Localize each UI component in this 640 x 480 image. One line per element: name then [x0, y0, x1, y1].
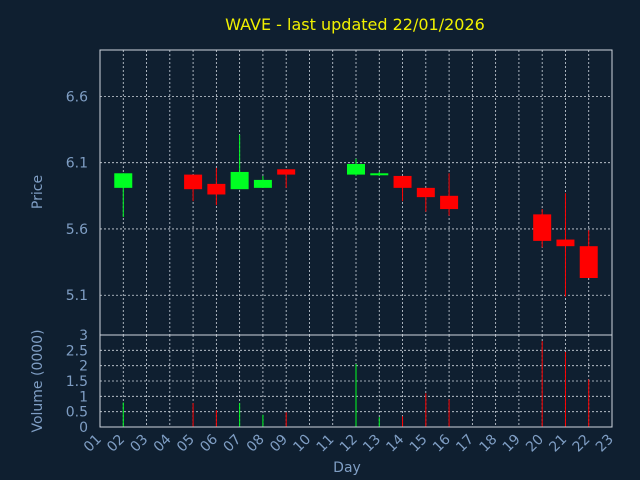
day-tick-label: 13 — [360, 432, 384, 456]
volume-panel-frame — [99, 334, 613, 428]
day-tick-label: 18 — [477, 432, 501, 456]
day-tick-label: 17 — [453, 432, 477, 456]
candle-body — [347, 164, 365, 175]
day-tick-label: 11 — [314, 432, 338, 456]
price-tick-label: 6.1 — [66, 156, 88, 172]
day-axis-label: Day — [333, 460, 361, 476]
candle-body — [556, 239, 575, 247]
candle-body — [184, 174, 203, 190]
volume-tick-label: 0.5 — [66, 405, 88, 421]
candle-body — [579, 246, 598, 278]
day-tick-label: 15 — [407, 432, 431, 456]
day-tick-label: 07 — [221, 432, 245, 456]
price-tick-labels: 6.6 6.1 5.6 5.1 — [66, 89, 88, 304]
candle-body — [440, 195, 459, 210]
candlestick-series — [114, 134, 598, 297]
day-tick-label: 22 — [570, 432, 594, 456]
day-tick-label: 08 — [244, 432, 268, 456]
candle-body — [114, 173, 133, 188]
volume-tick-label: 1.5 — [66, 374, 88, 390]
volume-tick-label: 3 — [79, 328, 88, 344]
day-tick-label: 21 — [546, 432, 570, 456]
day-tick-label: 02 — [104, 432, 128, 456]
day-tick-label: 10 — [290, 432, 314, 456]
volume-tick-label: 0 — [79, 420, 88, 436]
volume-tick-label: 2.5 — [66, 343, 88, 359]
price-axis-label: Price — [30, 175, 46, 209]
candle-body — [277, 169, 296, 175]
volume-tick-labels: 00.511.522.53 — [66, 328, 88, 436]
price-tick-label: 5.6 — [66, 222, 88, 238]
candle-body — [416, 187, 435, 198]
day-tick-label: 23 — [593, 432, 617, 456]
day-tick-label: 16 — [430, 431, 454, 455]
price-tick-label: 5.1 — [66, 288, 88, 304]
price-grid — [100, 50, 612, 335]
day-tick-label: 09 — [267, 432, 291, 456]
candle-body — [207, 183, 226, 195]
volume-series — [122, 341, 590, 427]
candle-body — [230, 171, 249, 190]
day-tick-label: 06 — [197, 431, 221, 455]
day-tick-labels: 01 02 03 04 05 06 07 08 09 10 11 12 13 14 15 16 17 18 19 20… — [81, 431, 617, 455]
candle-body — [370, 173, 389, 176]
day-tick-label: 20 — [523, 432, 547, 456]
day-tick-label: 05 — [174, 432, 198, 456]
price-tick-label: 6.6 — [66, 89, 88, 105]
day-tick-label: 04 — [151, 431, 175, 455]
volume-tick-label: 2 — [79, 359, 88, 375]
candle-body — [533, 214, 552, 241]
price-panel-frame — [99, 49, 613, 336]
candle-body — [393, 175, 412, 188]
volume-tick-label: 1 — [79, 389, 88, 405]
chart-title: WAVE - last updated 22/01/2026 — [225, 15, 485, 34]
candle-body — [253, 179, 272, 188]
day-tick-label: 14 — [383, 431, 407, 455]
volume-axis-label: Volume (0000) — [30, 329, 46, 432]
day-tick-label: 19 — [500, 432, 524, 456]
day-tick-label: 12 — [337, 432, 361, 456]
day-tick-label: 03 — [127, 432, 151, 456]
